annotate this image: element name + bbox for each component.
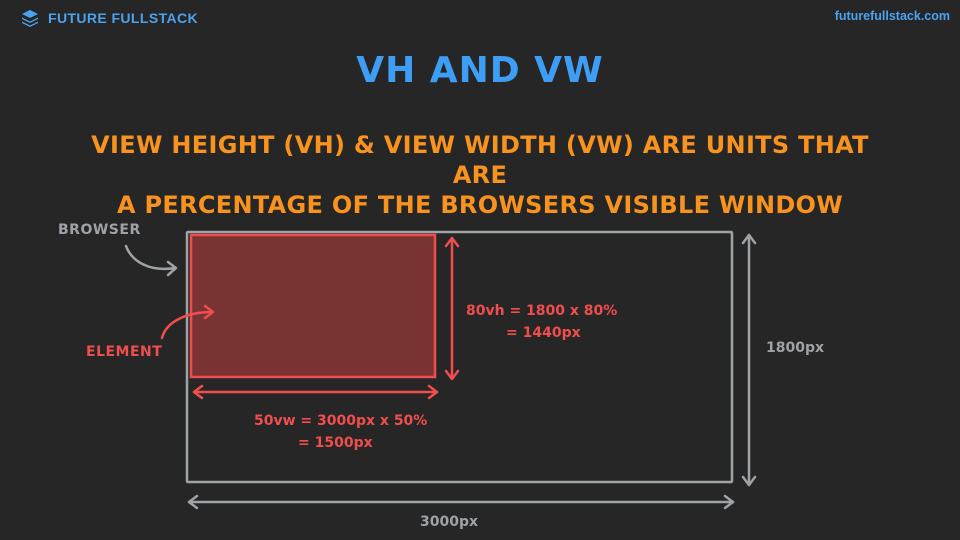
subtitle-line-1: VIEW HEIGHT (VH) & VIEW WIDTH (VW) ARE U… (91, 131, 869, 189)
browser-pointer-arrow (124, 244, 177, 271)
height-formula-line-1: 80vh = 1800 x 80% (466, 303, 618, 319)
element-pointer-arrow (160, 310, 214, 340)
subtitle-line-2: A PERCENTAGE OF THE BROWSERS VISIBLE WIN… (116, 191, 844, 219)
element-rect (189, 233, 437, 379)
browser-height-arrow (741, 233, 757, 487)
browser-window-rect (185, 230, 734, 484)
width-formula: 50vw = 3000px x 50% = 1500px (254, 410, 427, 454)
layers-stack-icon (22, 10, 38, 27)
browser-label: BROWSER (58, 222, 141, 238)
page-title: VH AND VW (356, 50, 604, 91)
brand-logo[interactable]: FUTURE FULLSTACK (20, 7, 198, 29)
element-height-arrow (444, 236, 460, 381)
width-formula-line-2: = 1500px (298, 435, 373, 451)
browser-width-label: 3000px (420, 514, 479, 530)
site-url-link[interactable]: futurefullstack.com (834, 9, 950, 23)
width-formula-line-1: 50vw = 3000px x 50% (254, 413, 428, 429)
element-label: ELEMENT (86, 344, 163, 360)
browser-height-label: 1800px (766, 340, 825, 356)
height-formula-line-2: = 1440px (506, 325, 581, 341)
browser-pointer-arrowhead (166, 260, 178, 277)
page-subtitle: VIEW HEIGHT (VH) & VIEW WIDTH (VW) ARE U… (60, 130, 900, 220)
brand-name: FUTURE FULLSTACK (48, 10, 199, 26)
element-width-arrow (192, 384, 439, 400)
browser-width-arrow (187, 494, 735, 510)
height-formula: 80vh = 1800 x 80% = 1440px (466, 300, 617, 344)
element-pointer-arrowhead (203, 304, 215, 320)
